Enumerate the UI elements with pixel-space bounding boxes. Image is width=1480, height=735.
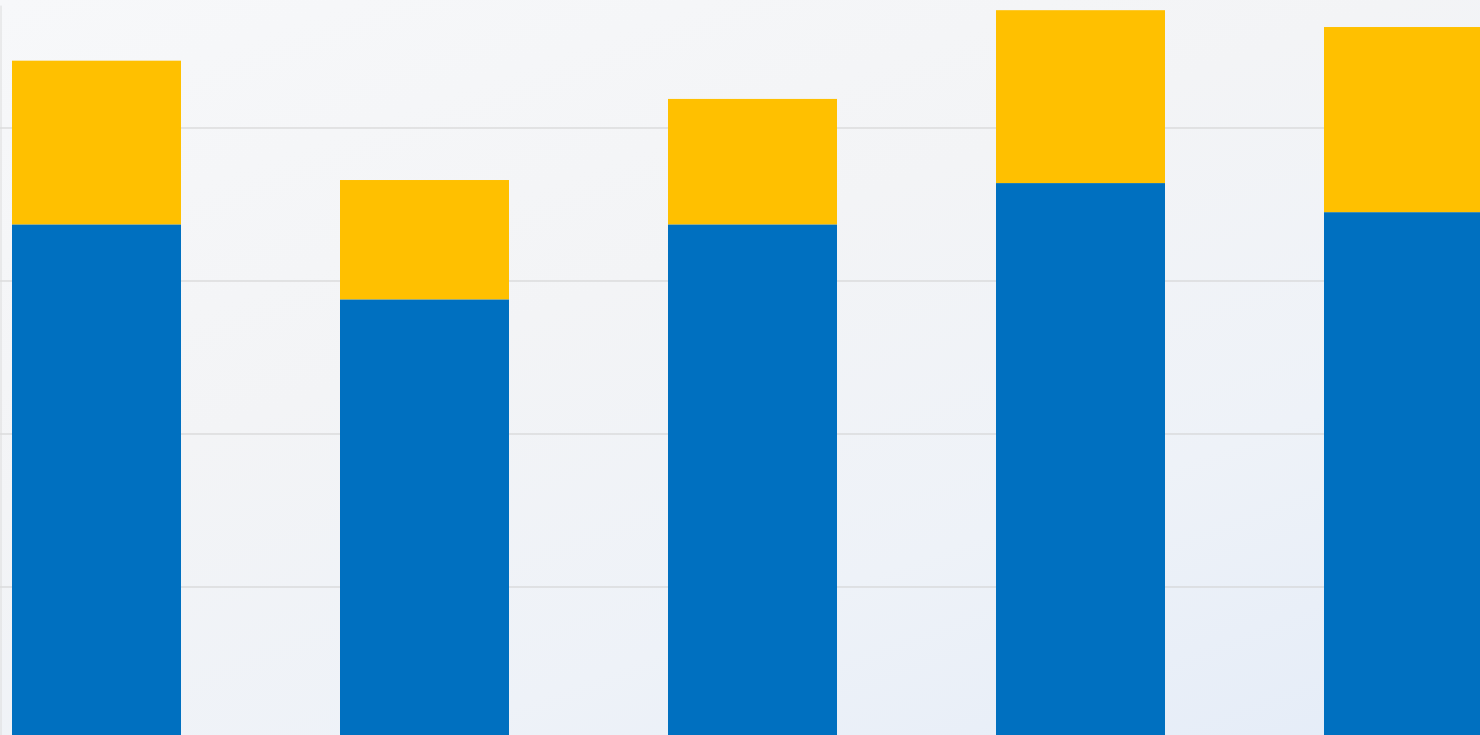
chart (0, 0, 1480, 735)
bar-segment (668, 224, 837, 735)
bar-segment (996, 183, 1165, 735)
bars (12, 10, 1480, 735)
bar-segment (340, 180, 509, 299)
bar-segment (340, 299, 509, 735)
bar-segment (1324, 27, 1480, 212)
y-axis-line (1, 6, 2, 735)
bar-segment (996, 10, 1165, 183)
bar-segment (12, 224, 181, 735)
bar-segment (668, 99, 837, 224)
bar-segment (1324, 212, 1480, 735)
bar-segment (12, 61, 181, 225)
